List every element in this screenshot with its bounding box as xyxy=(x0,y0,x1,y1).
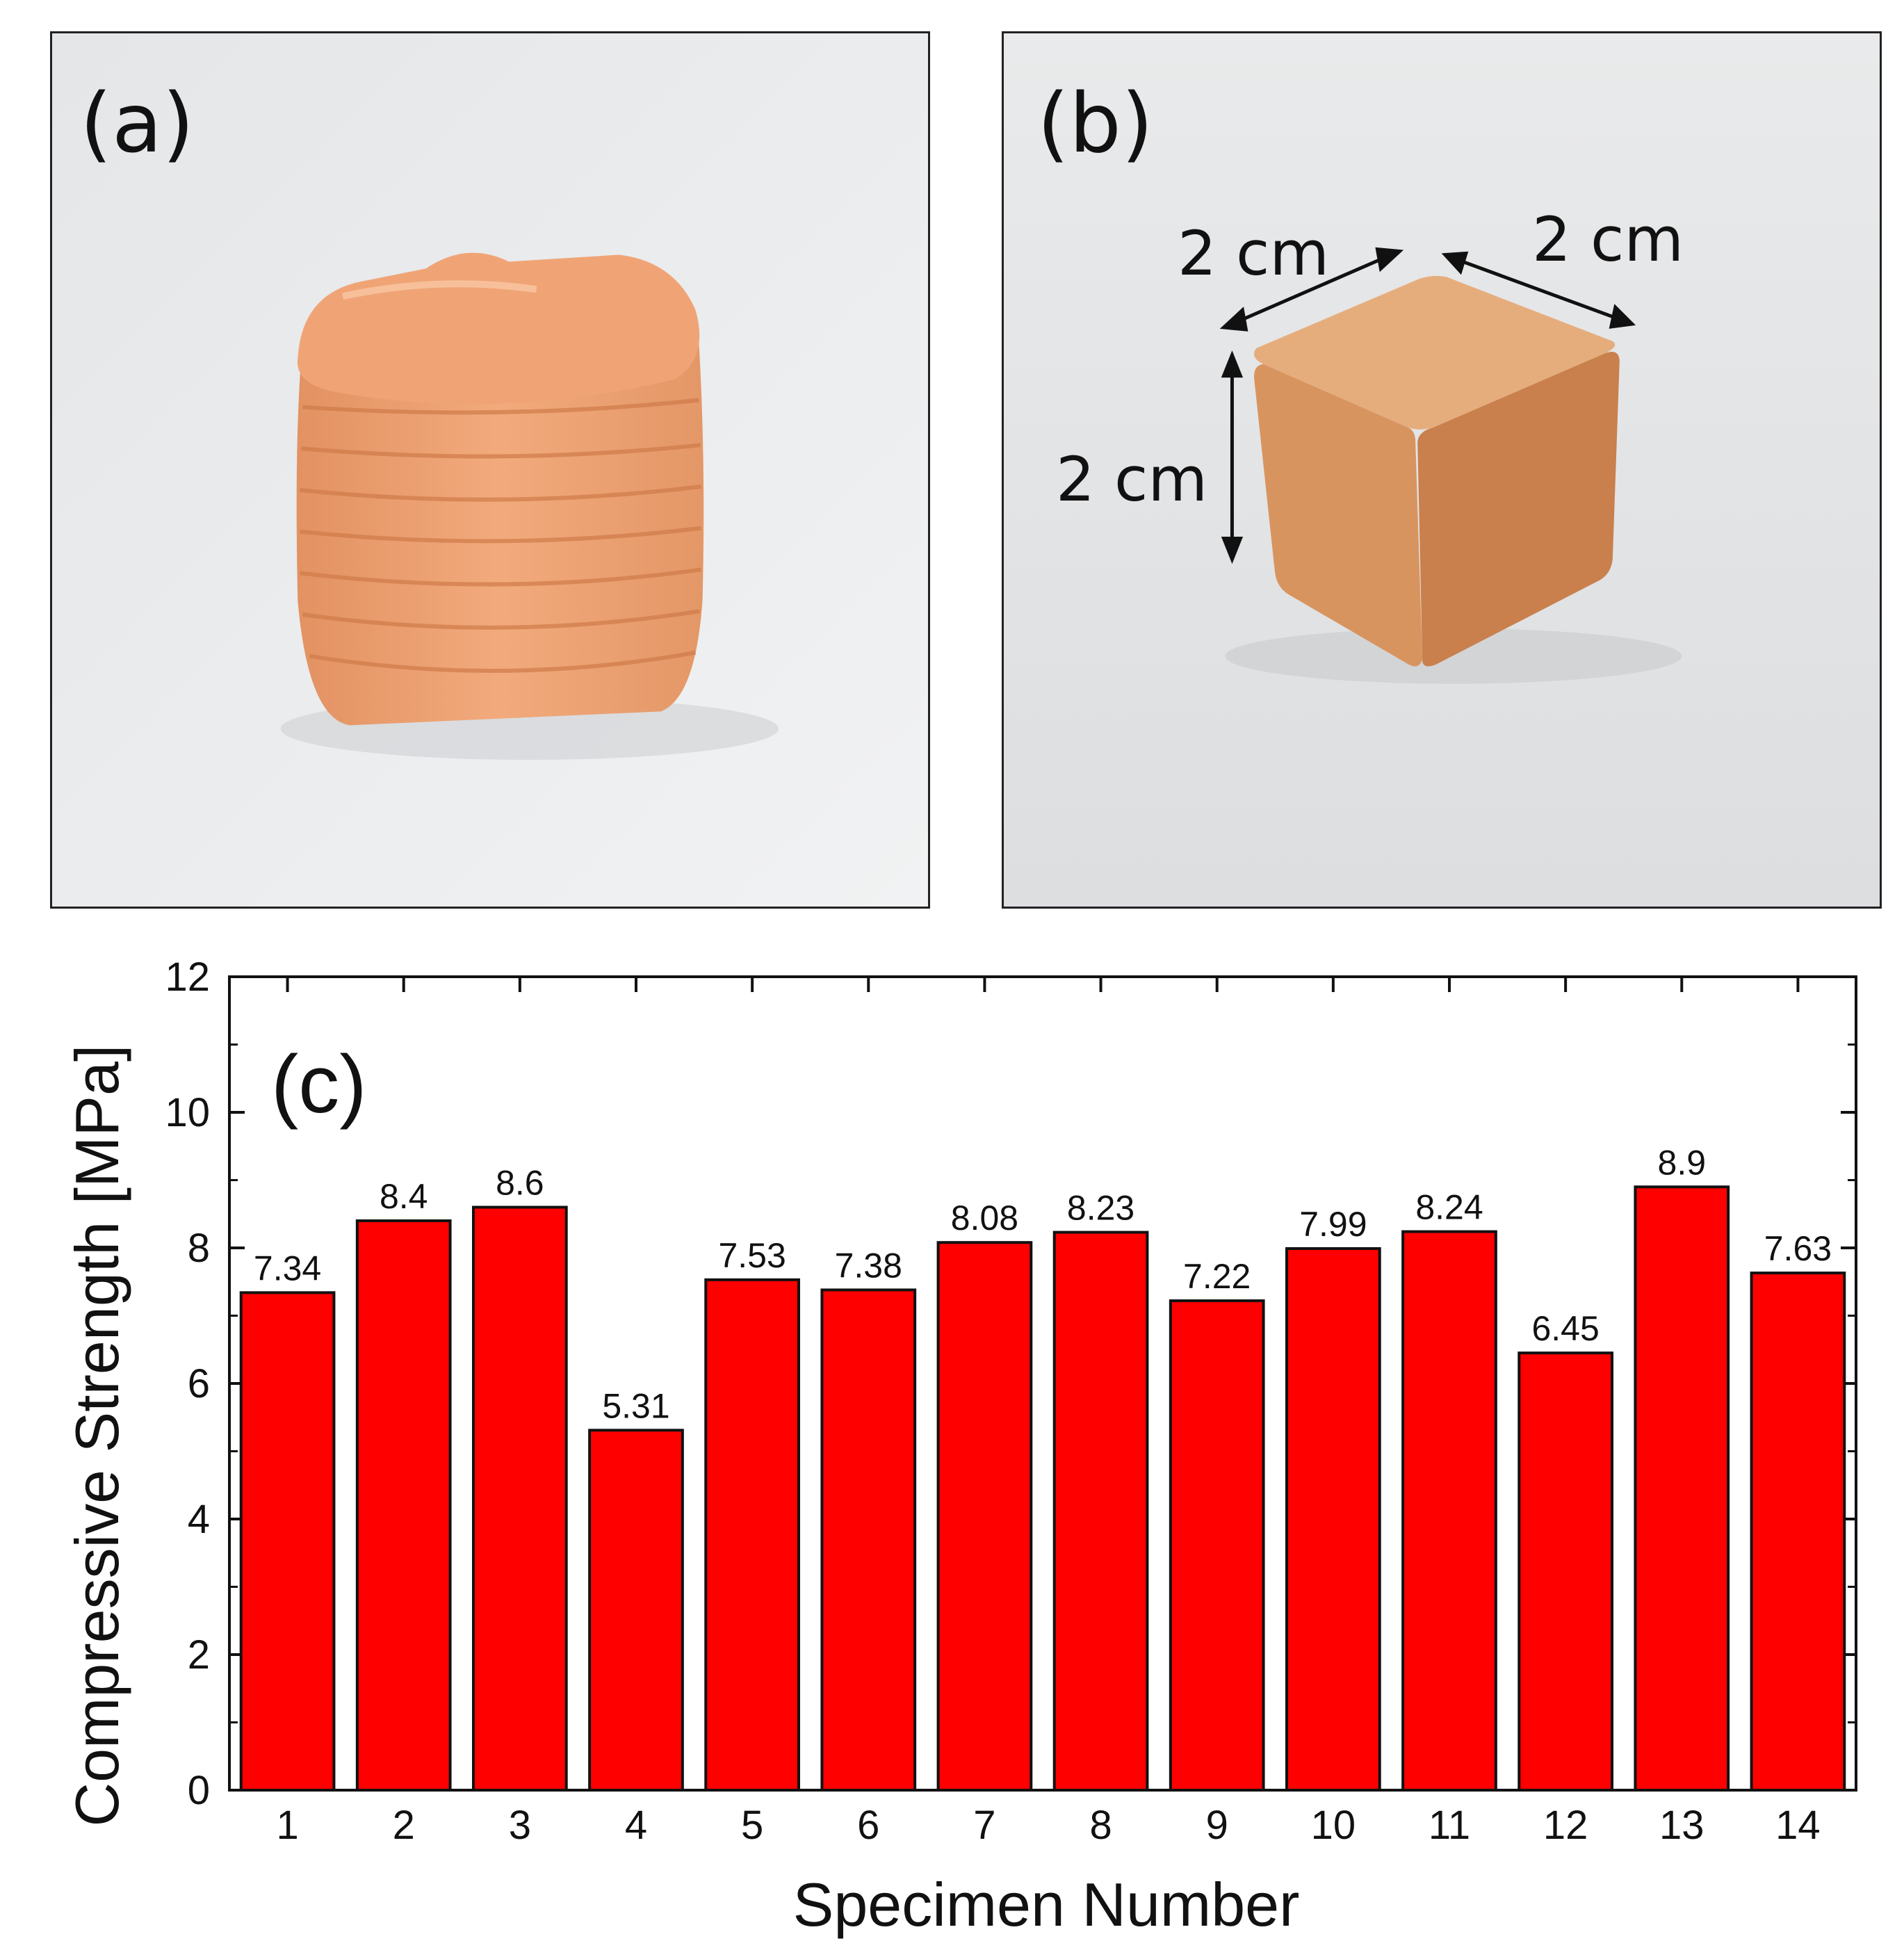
x-axis-label: Specimen Number xyxy=(793,1870,1300,1939)
x-tick-label: 12 xyxy=(1543,1803,1588,1848)
bar-specimen-7 xyxy=(936,1241,1033,1792)
bars xyxy=(239,1185,1846,1792)
bar-data-label: 7.38 xyxy=(835,1246,902,1285)
bar-data-label: 7.53 xyxy=(718,1236,786,1275)
x-tick-label: 4 xyxy=(625,1803,647,1848)
bar-specimen-13 xyxy=(1634,1185,1730,1792)
bar-specimen-11 xyxy=(1401,1230,1497,1792)
sintered-cube-illustration xyxy=(1004,33,1880,907)
bar-specimen-2 xyxy=(355,1219,452,1792)
bar-specimen-5 xyxy=(704,1278,800,1792)
y-tick-label: 6 xyxy=(188,1361,210,1406)
x-tick-label: 10 xyxy=(1311,1803,1356,1848)
bar-specimen-1 xyxy=(239,1291,336,1792)
bar-data-label: 7.34 xyxy=(254,1249,321,1288)
bar-data-label: 5.31 xyxy=(602,1386,669,1425)
panel-label-a: (a) xyxy=(80,75,195,171)
x-tick-label: 2 xyxy=(393,1803,415,1848)
y-tick-label: 12 xyxy=(165,955,210,1000)
photo-panel-b: (b) 2 cm 2 cm 2 cm xyxy=(1002,31,1882,909)
y-tick-label: 4 xyxy=(188,1497,210,1542)
x-axis-ticks: 1 2 3 4 5 6 7 8 9 10 11 12 13 14 xyxy=(276,977,1821,1848)
x-tick-label: 9 xyxy=(1206,1803,1228,1848)
dimension-label-height: 2 cm xyxy=(1056,444,1208,515)
x-tick-label: 8 xyxy=(1089,1803,1112,1848)
x-tick-label: 5 xyxy=(741,1803,763,1848)
bar-specimen-12 xyxy=(1517,1351,1613,1792)
bar-specimen-14 xyxy=(1750,1272,1846,1792)
bar-data-label: 7.99 xyxy=(1299,1205,1367,1244)
bar-specimen-3 xyxy=(472,1205,568,1792)
bar-specimen-8 xyxy=(1052,1231,1149,1792)
x-tick-label: 6 xyxy=(857,1803,879,1848)
bar-data-label: 8.23 xyxy=(1067,1189,1134,1228)
panel-label-c: (c) xyxy=(271,1039,367,1130)
bar-data-label: 6.45 xyxy=(1531,1309,1599,1348)
bar-specimen-4 xyxy=(588,1429,684,1792)
dimension-arrows xyxy=(1219,247,1636,565)
panel-label-b: (b) xyxy=(1037,75,1153,171)
y-axis-ticks: 0 2 4 6 8 10 12 xyxy=(165,955,1856,1813)
bar-specimen-9 xyxy=(1169,1299,1265,1792)
bar-specimen-10 xyxy=(1285,1247,1381,1792)
x-tick-label: 11 xyxy=(1429,1803,1470,1848)
bar-data-label: 7.22 xyxy=(1183,1257,1251,1296)
y-tick-label: 8 xyxy=(188,1226,210,1271)
dimension-label-width: 2 cm xyxy=(1178,218,1330,289)
y-tick-label: 2 xyxy=(188,1632,210,1678)
bar-specimen-6 xyxy=(820,1288,917,1792)
y-axis-label: Compressive Strength [MPa] xyxy=(63,1045,131,1827)
bar-data-labels: 7.34 8.4 8.6 5.31 7.53 7.38 8.08 8.23 7.22 7.99 8.… xyxy=(254,1143,1832,1425)
x-tick-label: 3 xyxy=(509,1803,531,1848)
x-tick-label: 14 xyxy=(1775,1803,1821,1848)
bar-data-label: 8.6 xyxy=(496,1164,544,1203)
x-tick-label: 1 xyxy=(276,1803,298,1848)
photo-panel-a: (a) xyxy=(50,31,930,909)
bar-data-label: 7.63 xyxy=(1764,1229,1832,1268)
x-tick-label: 13 xyxy=(1659,1803,1704,1848)
y-tick-label: 10 xyxy=(165,1090,210,1135)
y-tick-label: 0 xyxy=(188,1768,210,1813)
bar-data-label: 8.08 xyxy=(951,1199,1018,1237)
bar-data-label: 8.9 xyxy=(1658,1143,1707,1182)
bar-data-label: 8.4 xyxy=(380,1177,428,1216)
bar-data-label: 8.24 xyxy=(1415,1188,1483,1227)
printed-cube-illustration xyxy=(52,33,928,907)
x-tick-label: 7 xyxy=(973,1803,995,1848)
dimension-label-depth: 2 cm xyxy=(1532,204,1684,275)
